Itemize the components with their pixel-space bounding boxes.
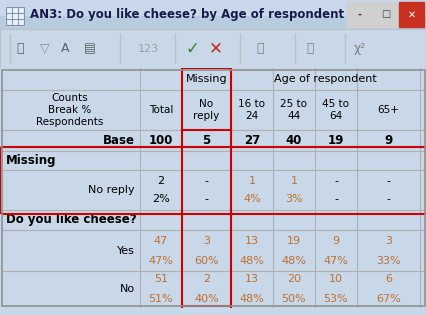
Text: No reply: No reply [88, 185, 135, 195]
Text: A: A [60, 42, 69, 55]
Text: No
reply: No reply [193, 99, 219, 121]
Text: 50%: 50% [281, 295, 305, 305]
Text: Age of respondent: Age of respondent [273, 74, 376, 84]
Text: -: - [333, 194, 337, 204]
Text: 2%: 2% [152, 194, 170, 204]
Text: 20: 20 [286, 274, 300, 284]
Text: -: - [204, 194, 208, 204]
Text: 16 to
24: 16 to 24 [238, 99, 265, 121]
Text: -: - [386, 194, 390, 204]
Text: 40: 40 [285, 134, 302, 147]
Text: 65+: 65+ [377, 105, 398, 115]
Text: ▽: ▽ [40, 42, 50, 55]
Text: Missing: Missing [6, 154, 56, 167]
Text: 33%: 33% [375, 255, 400, 266]
Text: 1: 1 [290, 176, 297, 186]
Text: ✕: ✕ [209, 39, 222, 58]
Bar [372, 2, 397, 27]
Text: 9: 9 [383, 134, 391, 147]
Bar [6, 7, 24, 25]
Text: 123: 123 [137, 43, 158, 54]
Text: 4%: 4% [242, 194, 260, 204]
Text: 19: 19 [286, 236, 300, 245]
Text: 🖨: 🖨 [305, 42, 313, 55]
Text: 13: 13 [245, 236, 259, 245]
Text: Base: Base [103, 134, 135, 147]
Text: -: - [333, 176, 337, 186]
Text: Do you like cheese?: Do you like cheese? [6, 214, 136, 226]
Text: 47%: 47% [323, 255, 348, 266]
Text: 9: 9 [332, 236, 339, 245]
Text: AN3: Do you like cheese? by Age of respondent: AN3: Do you like cheese? by Age of respo… [30, 8, 343, 21]
Text: 67%: 67% [375, 295, 400, 305]
Text: 51%: 51% [148, 295, 173, 305]
Text: ✕: ✕ [406, 9, 414, 20]
Text: χ²: χ² [353, 42, 365, 55]
Bar [6, 7, 24, 25]
Text: 2: 2 [157, 176, 164, 186]
Bar [398, 2, 423, 27]
Text: 47%: 47% [148, 255, 173, 266]
Text: ⧉: ⧉ [256, 42, 263, 55]
Text: 53%: 53% [323, 295, 348, 305]
Text: 45 to
64: 45 to 64 [322, 99, 349, 121]
Bar [0, 0, 426, 14]
Text: -: - [386, 176, 390, 186]
Text: 3: 3 [384, 236, 391, 245]
Text: 60%: 60% [194, 255, 218, 266]
Text: No: No [120, 284, 135, 295]
Text: Total: Total [149, 105, 173, 115]
Text: 48%: 48% [239, 295, 264, 305]
Text: 1: 1 [248, 176, 255, 186]
Text: 47: 47 [153, 236, 168, 245]
Text: 51: 51 [154, 274, 167, 284]
Text: 5: 5 [202, 134, 210, 147]
Text: 25 to
44: 25 to 44 [280, 99, 307, 121]
Text: 🖼: 🖼 [16, 42, 24, 55]
Text: -: - [204, 176, 208, 186]
Text: -: - [357, 9, 361, 20]
Text: 13: 13 [245, 274, 259, 284]
Text: 10: 10 [328, 274, 342, 284]
Text: 19: 19 [327, 134, 343, 147]
Text: 6: 6 [384, 274, 391, 284]
Text: 27: 27 [243, 134, 259, 147]
Text: □: □ [380, 9, 389, 20]
Text: Missing: Missing [185, 74, 227, 84]
Text: 3%: 3% [285, 194, 302, 204]
Text: 3: 3 [202, 236, 210, 245]
Text: Yes: Yes [117, 245, 135, 255]
Bar [346, 2, 371, 27]
Text: 40%: 40% [194, 295, 219, 305]
Text: 2: 2 [202, 274, 210, 284]
Text: Counts
Break %
Respondents: Counts Break % Respondents [36, 94, 104, 127]
Text: 100: 100 [149, 134, 173, 147]
Text: 48%: 48% [281, 255, 306, 266]
Text: ✓: ✓ [184, 39, 199, 58]
Text: 48%: 48% [239, 255, 264, 266]
Text: ▤: ▤ [84, 42, 96, 55]
